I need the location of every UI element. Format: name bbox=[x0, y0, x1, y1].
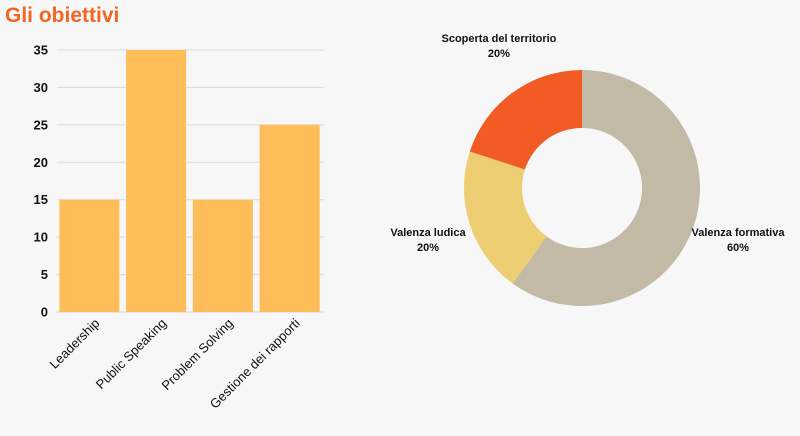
x-tick-label: Public Speaking bbox=[93, 316, 170, 393]
donut-chart: Valenza formativa 60% Valenza ludica 20% Sco… bbox=[390, 33, 785, 306]
donut-slice-scoperta-del-territorio bbox=[469, 70, 582, 170]
bar-gestione-dei-rapporti bbox=[259, 124, 320, 312]
y-tick-label: 10 bbox=[34, 230, 48, 245]
y-tick-label: 30 bbox=[34, 80, 48, 95]
y-tick-label: 15 bbox=[34, 192, 48, 207]
donut-slice-valenza-formativa bbox=[512, 70, 700, 306]
y-tick-label: 5 bbox=[41, 267, 48, 282]
donut-percent-label: 20% bbox=[488, 48, 510, 60]
y-tick-label: 25 bbox=[34, 117, 48, 132]
x-tick-label: Leadership bbox=[46, 316, 102, 372]
y-tick-label: 0 bbox=[41, 305, 48, 320]
bar-leadership bbox=[59, 199, 120, 312]
bar-problem-solving bbox=[192, 199, 253, 312]
bar-public-speaking bbox=[126, 50, 187, 312]
page-title: Gli obiettivi bbox=[5, 4, 120, 27]
donut-percent-label: 20% bbox=[417, 242, 439, 254]
donut-percent-label: 60% bbox=[727, 242, 749, 254]
donut-label: Scoperta del territorio bbox=[441, 33, 556, 45]
x-tick-label: Problem Solving bbox=[158, 316, 236, 394]
donut-slice-valenza-ludica bbox=[463, 151, 547, 284]
y-tick-label: 20 bbox=[34, 155, 48, 170]
donut-label: Valenza formativa bbox=[692, 227, 786, 239]
y-tick-label: 35 bbox=[34, 43, 48, 58]
donut-label: Valenza ludica bbox=[390, 227, 466, 239]
